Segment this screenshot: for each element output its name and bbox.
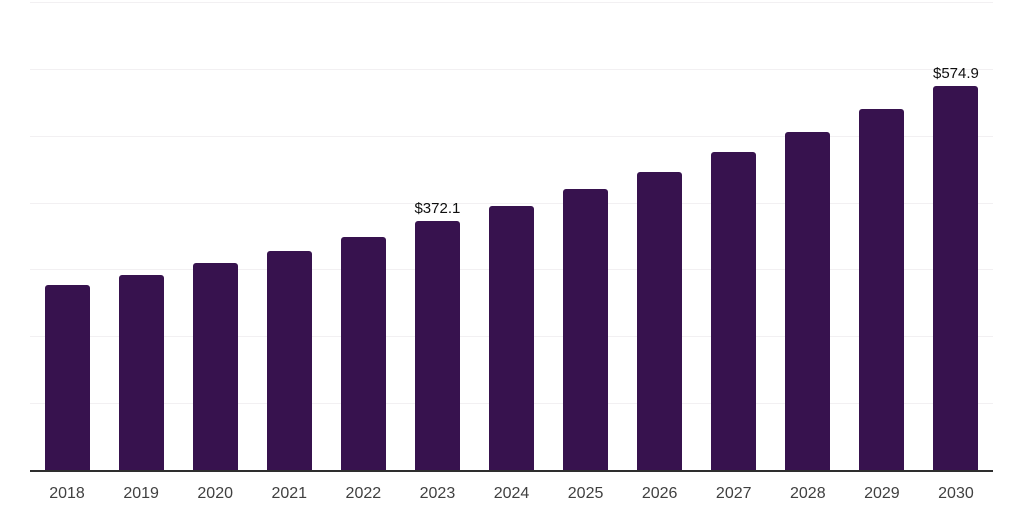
bar-value-label-2023: $372.1 bbox=[414, 200, 461, 218]
x-tick-label-2026: 2026 bbox=[641, 485, 678, 502]
bar-2023 bbox=[414, 221, 460, 470]
x-tick-label-2020: 2020 bbox=[197, 485, 233, 502]
x-tick-label-2023: 2023 bbox=[419, 485, 456, 502]
bar-2028 bbox=[785, 131, 831, 470]
bar-2022 bbox=[340, 236, 386, 470]
x-tick-label-2024: 2024 bbox=[493, 485, 530, 502]
bar-2025 bbox=[563, 189, 609, 470]
bar-2024 bbox=[489, 205, 534, 470]
x-tick-label-2022: 2022 bbox=[345, 485, 382, 502]
gridline-500 bbox=[30, 135, 993, 137]
x-tick-label-2027: 2027 bbox=[715, 485, 752, 502]
bar-value-label-2030: $574.9 bbox=[933, 64, 979, 82]
bar-2020 bbox=[192, 262, 238, 470]
gridline-700 bbox=[30, 2, 993, 3]
bar-2021 bbox=[266, 250, 312, 470]
bar-2019 bbox=[118, 274, 164, 470]
x-tick-label-2029: 2029 bbox=[864, 485, 900, 502]
x-axis-line bbox=[30, 470, 993, 472]
x-tick-label-2019: 2019 bbox=[123, 485, 159, 502]
bar-2029 bbox=[859, 108, 905, 470]
x-tick-label-2021: 2021 bbox=[271, 485, 308, 502]
bar-2030 bbox=[933, 85, 979, 470]
x-tick-label-2028: 2028 bbox=[790, 485, 826, 502]
bar-2027 bbox=[711, 152, 757, 470]
x-tick-label-2030: 2030 bbox=[938, 485, 974, 502]
gridline-400 bbox=[30, 202, 993, 204]
plot-area: 2018 2019 2020 2021 2022 $372.1 2023 2024 2025 20… bbox=[30, 0, 993, 512]
bar-2026 bbox=[637, 171, 683, 470]
x-tick-label-2025: 2025 bbox=[567, 485, 604, 502]
gridline-600 bbox=[30, 68, 993, 70]
bar-2018 bbox=[44, 285, 90, 470]
x-tick-label-2018: 2018 bbox=[49, 485, 85, 502]
